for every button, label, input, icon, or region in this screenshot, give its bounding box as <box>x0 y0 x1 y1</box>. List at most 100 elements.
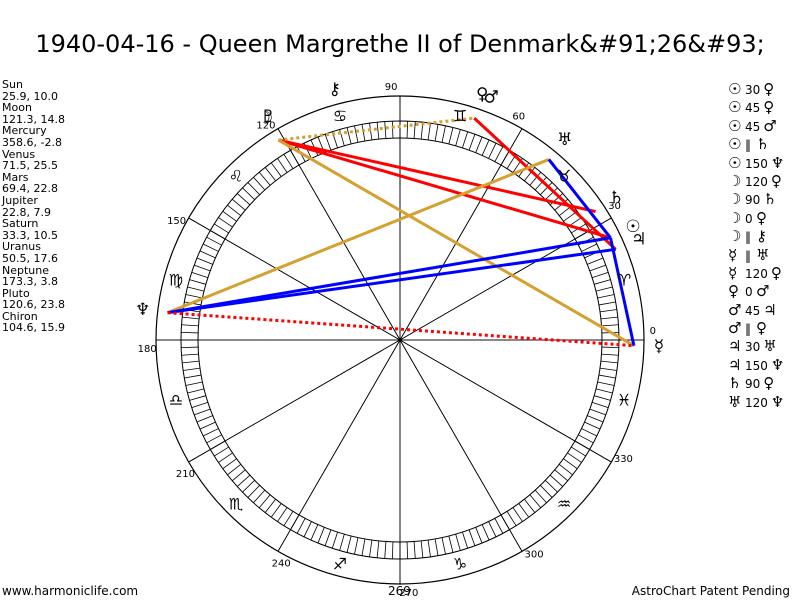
pluto-icon: ♇ <box>261 107 276 127</box>
degree-labels: 0 30 60 90 120 150 180 210 240 270 300 330 <box>138 82 656 599</box>
zodiac-tick <box>376 540 380 558</box>
zodiac-sign-icon: ♋ <box>333 106 347 125</box>
planet-position: 104.6, 15.9 <box>2 321 65 335</box>
degree-label: 330 <box>614 454 633 465</box>
zodiac-tick <box>475 527 483 544</box>
aspect-planet-a: ☿ <box>728 263 738 282</box>
zodiac-tick <box>196 257 213 265</box>
aspect-planet-b: ♀ <box>763 98 775 117</box>
zodiac-tick <box>600 360 618 364</box>
zodiac-sign-icon: ♍ <box>169 270 183 289</box>
chart-title: 1940-04-16 - Queen Margrethe II of Denma… <box>35 30 765 58</box>
aspect-planet-b: ♄ <box>763 190 777 209</box>
zodiac-tick <box>420 540 424 558</box>
zodiac-tick <box>196 415 213 423</box>
site-link[interactable]: www.harmoniclife.com <box>2 584 139 598</box>
zodiac-tick <box>247 182 260 195</box>
zodiac-tick <box>406 541 409 559</box>
aspect-row: ♀ 0 ♂ <box>728 282 785 300</box>
zodiac-tick <box>595 388 613 394</box>
planet-position: 22.8, 7.9 <box>2 205 51 219</box>
aspect-planet-a: ♃ <box>728 337 742 356</box>
planet-position: 120.6, 23.8 <box>2 298 65 312</box>
degree-label: 150 <box>167 216 186 227</box>
aspect-type: 45 <box>745 101 761 116</box>
zodiac-sign-icon: ♈ <box>617 270 631 289</box>
zodiac-tick <box>589 264 606 272</box>
zodiac-tick <box>488 142 497 159</box>
zodiac-tick <box>253 176 266 191</box>
aspect-type: 0 <box>745 211 753 226</box>
zodiac-tick <box>231 469 246 482</box>
zodiac-tick <box>524 167 536 182</box>
degree-label: 0 <box>650 326 656 337</box>
zodiac-tick <box>441 537 446 555</box>
aspect-type: 120 <box>745 174 768 189</box>
aspect-row: ☽ 120 ♀ <box>728 172 785 190</box>
zodiac-tick <box>253 489 266 504</box>
planet-position: 50.5, 17.6 <box>2 251 58 265</box>
aspect-row: ☉ 150 ♆ <box>728 154 785 172</box>
planet-position: 25.9, 10.0 <box>2 89 58 103</box>
zodiac-tick <box>597 381 615 386</box>
aspect-line-uranus-sun <box>547 158 612 239</box>
uranus-icon: ♅ <box>557 130 572 150</box>
aspect-type: ‖ <box>745 138 751 153</box>
moon-icon: ☽ <box>258 109 273 129</box>
zodiac-tick <box>594 279 611 285</box>
zodiac-tick <box>529 171 542 186</box>
zodiac-tick <box>462 531 469 549</box>
zodiac-tick <box>296 518 306 534</box>
zodiac-tick <box>598 301 616 306</box>
planet-position: 121.3, 14.8 <box>2 112 65 126</box>
aspect-line-moon-sun <box>278 138 611 240</box>
degree-label: 270 <box>399 588 418 599</box>
zodiac-sign-icon: ♌ <box>229 166 243 185</box>
planet-name: Venus <box>2 147 36 161</box>
aspect-lines <box>167 116 636 348</box>
aspect-line-neptune-jupiter <box>167 247 616 315</box>
zodiac-tick <box>191 271 209 278</box>
aspect-type: ‖ <box>745 248 751 263</box>
zodiac-tick <box>354 537 359 555</box>
zodiac-tick <box>277 507 288 522</box>
aspect-row: ☉ 45 ♂ <box>728 117 785 135</box>
zodiac-tick <box>242 480 255 493</box>
zodiac-tick <box>549 474 564 487</box>
aspect-planet-b: ♀ <box>763 374 775 393</box>
zodiac-tick <box>595 286 613 292</box>
zodiac-tick <box>189 395 206 401</box>
zodiac-tick <box>206 236 222 246</box>
zodiac-tick <box>181 353 199 356</box>
aspect-planet-b: ♀ <box>756 208 767 227</box>
zodiac-tick <box>434 124 439 142</box>
zodiac-tick <box>600 316 618 320</box>
zodiac-tick <box>413 541 416 559</box>
zodiac-tick <box>434 538 439 556</box>
zodiac-tick <box>339 534 345 551</box>
planet-glyphs: ☉ ☽ ☿ ♀♂ ♃ ♄ ♅ ♆ ♇ ⚷ <box>135 79 664 356</box>
zodiac-tick <box>247 485 260 498</box>
zodiac-tick <box>427 123 431 141</box>
aspect-planet-a: ♃ <box>728 355 742 374</box>
zodiac-tick <box>581 428 598 437</box>
aspect-planet-b: ♀ <box>756 319 767 338</box>
aspect-planet-a: ☿ <box>728 245 738 264</box>
aspect-type: 90 <box>745 193 761 208</box>
mars-icon: ♂ <box>484 88 499 108</box>
zodiac-tick <box>534 489 547 504</box>
degree-label: 210 <box>176 469 195 480</box>
aspect-type: ‖ <box>745 322 751 337</box>
aspect-row: ☿ ‖ ♅ <box>728 246 785 264</box>
zodiac-tick <box>189 279 206 285</box>
zodiac-tick <box>601 346 619 349</box>
aspect-planet-a: ☉ <box>728 80 742 98</box>
zodiac-tick <box>369 123 373 141</box>
planet-position: 69.4, 22.8 <box>2 182 58 196</box>
zodiac-tick <box>227 204 242 216</box>
zodiac-tick <box>494 518 504 534</box>
aspect-line-moon-mercury <box>277 138 635 348</box>
aspect-planet-b: ♆ <box>770 392 785 411</box>
zodiac-tick <box>202 243 219 252</box>
zodiac-tick <box>324 134 332 151</box>
